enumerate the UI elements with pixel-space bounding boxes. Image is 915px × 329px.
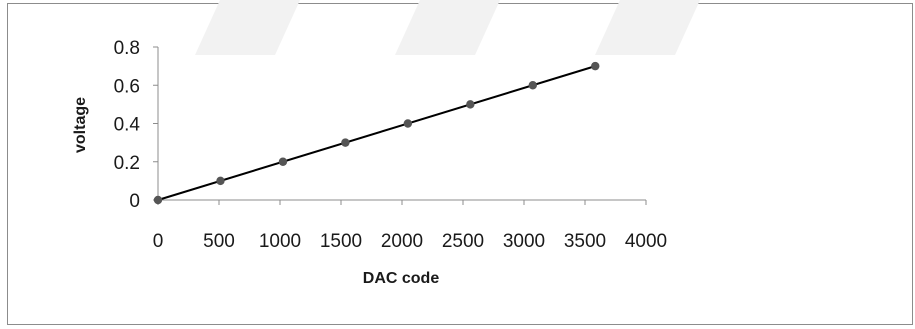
data-point	[403, 119, 413, 128]
data-point	[341, 138, 350, 147]
tick-labels: 0 500 1000 1500 2000 2500 3000 3500 4000 0 0.2 0.4 0…	[114, 38, 668, 252]
y-tick-label: 0	[129, 191, 140, 212]
data-point	[528, 81, 537, 90]
data-point	[278, 157, 288, 166]
axes	[153, 46, 647, 205]
x-tick-label: 2500	[442, 231, 484, 252]
y-tick-label: 0.8	[114, 38, 140, 59]
chart-marks	[153, 61, 600, 205]
x-tick-label: 1000	[259, 231, 301, 252]
data-point	[153, 195, 163, 205]
trendline	[157, 65, 596, 201]
data-point	[591, 61, 600, 71]
x-tick-label: 4000	[625, 231, 667, 252]
x-axis-title: DAC code	[363, 270, 440, 287]
y-tick-label: 0.6	[114, 76, 140, 97]
y-tick-label: 0.2	[114, 153, 140, 174]
data-point	[216, 176, 225, 186]
y-axis-title: voltage	[72, 97, 89, 153]
x-tick-label: 3000	[503, 231, 545, 252]
x-tick-label: 3500	[564, 231, 606, 252]
x-tick-label: 2000	[381, 231, 423, 252]
x-tick-label: 500	[203, 231, 235, 252]
y-tick-label: 0.4	[114, 115, 141, 136]
x-tick-label: 1500	[320, 231, 362, 252]
data-point	[466, 100, 475, 109]
x-tick-label: 0	[153, 231, 164, 252]
